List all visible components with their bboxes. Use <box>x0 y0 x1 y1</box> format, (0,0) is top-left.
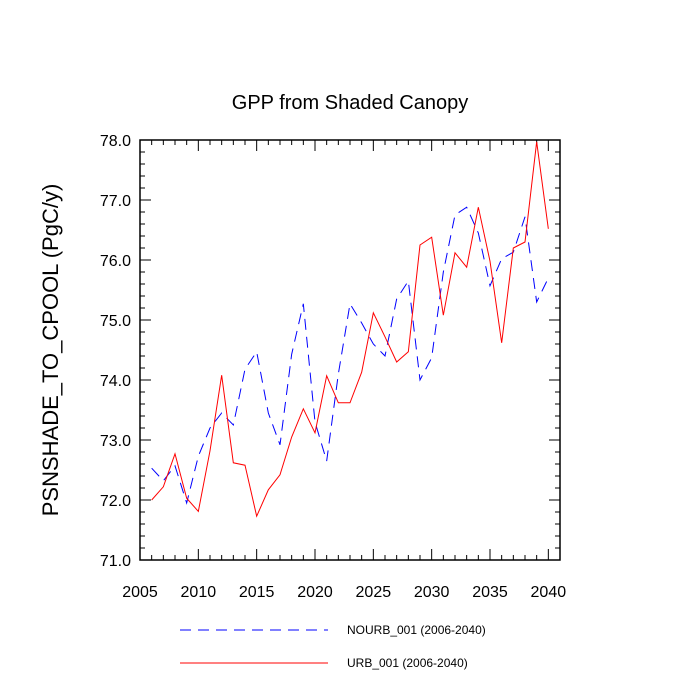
x-tick-label: 2030 <box>414 584 450 601</box>
x-tick-label: 2025 <box>356 584 392 601</box>
y-tick-label: 71.0 <box>100 553 131 570</box>
y-tick-label: 72.0 <box>100 493 131 510</box>
y-tick-label: 77.0 <box>100 193 131 210</box>
series-line-2 <box>151 141 549 518</box>
chart-title: GPP from Shaded Canopy <box>232 92 468 114</box>
x-tick-label: 2040 <box>531 584 567 601</box>
y-tick-label: 78.0 <box>100 133 131 150</box>
plot-frame <box>139 139 561 561</box>
series-line-1 <box>151 206 549 505</box>
y-axis-label: PSNSHADE_TO_CPOOL (PgC/y) <box>38 184 63 517</box>
series-lines <box>151 141 549 518</box>
tick-labels: 2005 2010 2015 2020 2025 2030 2035 2040 71.0 72.0… <box>100 133 566 601</box>
x-tick-label: 2020 <box>297 584 333 601</box>
legend-label: NOURB_001 (2006-2040) <box>347 623 486 637</box>
y-tick-label: 73.0 <box>100 433 131 450</box>
y-tick-label: 76.0 <box>100 253 131 270</box>
y-tick-label: 74.0 <box>100 373 131 390</box>
axis-ticks <box>139 139 561 561</box>
legend-label: URB_001 (2006-2040) <box>347 656 468 670</box>
legend: NOURB_001 (2006-2040) URB_001 (2006-2040) <box>180 623 486 670</box>
y-tick-label: 75.0 <box>100 313 131 330</box>
x-tick-label: 2015 <box>239 584 275 601</box>
x-tick-label: 2010 <box>181 584 217 601</box>
x-tick-label: 2035 <box>472 584 508 601</box>
x-tick-label: 2005 <box>122 584 158 601</box>
